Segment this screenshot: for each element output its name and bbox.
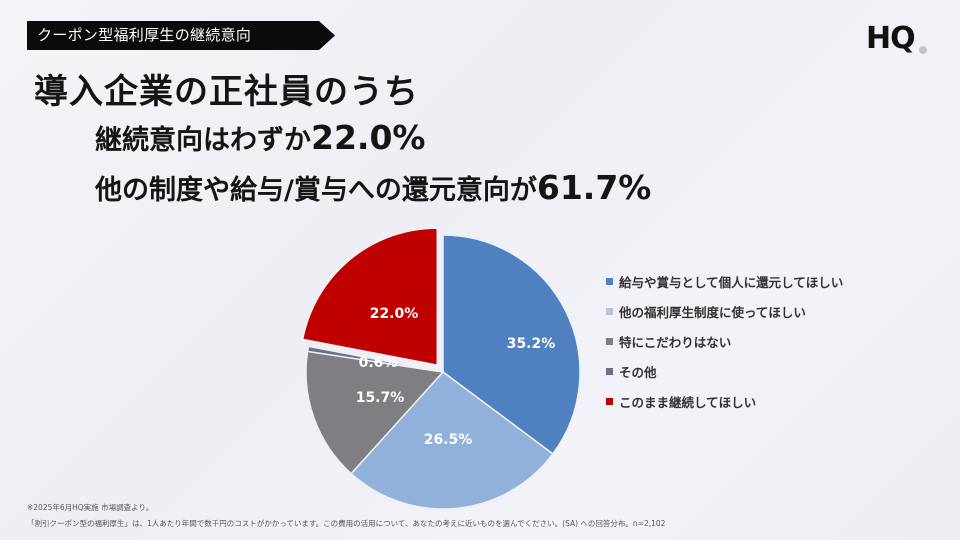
legend-item: このまま継続してほしい bbox=[606, 386, 843, 416]
legend-item: その他 bbox=[606, 356, 843, 386]
pie-slice bbox=[306, 345, 444, 373]
legend-label: その他 bbox=[619, 364, 657, 380]
legend-item: 給与や賞与として個人に還元してほしい bbox=[606, 266, 843, 296]
pie-data-label: 35.2% bbox=[507, 336, 556, 352]
legend-swatch-icon bbox=[606, 397, 613, 405]
pie-slice bbox=[442, 234, 581, 455]
legend-swatch-icon bbox=[606, 337, 613, 345]
hq-logo: HQ bbox=[866, 21, 927, 56]
legend-label: 特にこだわりはない bbox=[619, 334, 732, 350]
subheadline-value: 61.7% bbox=[536, 168, 652, 207]
pie-chart: 35.2% 26.5% 15.7% 0.6% 22.0% bbox=[301, 227, 581, 510]
pie-data-label: 26.5% bbox=[424, 432, 473, 448]
section-tag: クーポン型福利厚生の継続意向 bbox=[27, 21, 335, 50]
logo-text: HQ bbox=[866, 21, 916, 56]
footnote-source: ※2025年6月HQ実施 市場調査より。 bbox=[27, 503, 154, 512]
pie-data-label: 15.7% bbox=[356, 390, 405, 406]
subheadline-text: 他の制度や給与/賞与への還元意向が bbox=[95, 175, 537, 206]
subheadline-text: 継続意向はわずか bbox=[95, 125, 311, 156]
pie-slice bbox=[301, 227, 439, 366]
pie-slice bbox=[305, 350, 445, 475]
legend-swatch-icon bbox=[606, 307, 613, 315]
legend-swatch-icon bbox=[606, 277, 613, 285]
legend-label: 給与や賞与として個人に還元してほしい bbox=[619, 274, 844, 290]
pie-data-label: 22.0% bbox=[370, 306, 419, 322]
chart-legend: 給与や賞与として個人に還元してほしい 他の福利厚生制度に使ってほしい 特にこだわりは… bbox=[606, 266, 843, 416]
logo-dot-icon bbox=[919, 46, 927, 54]
pie-slice bbox=[350, 370, 554, 510]
footnote-question: 「割引クーポン型の福利厚生」は、1人あたり年間で数千円のコストがかかっています。… bbox=[27, 519, 666, 528]
legend-item: 特にこだわりはない bbox=[606, 326, 843, 356]
subheadline-return: 他の制度や給与/賞与への還元意向が61.7% bbox=[95, 168, 651, 207]
subheadline-value: 22.0% bbox=[311, 118, 426, 157]
pie-data-label: 0.6% bbox=[359, 355, 398, 371]
headline: 導入企業の正社員のうち bbox=[34, 72, 419, 112]
legend-label: このまま継続してほしい bbox=[619, 394, 757, 410]
legend-label: 他の福利厚生制度に使ってほしい bbox=[619, 304, 806, 320]
legend-swatch-icon bbox=[606, 367, 613, 375]
subheadline-continue: 継続意向はわずか22.0% bbox=[95, 118, 426, 157]
legend-item: 他の福利厚生制度に使ってほしい bbox=[606, 296, 843, 326]
